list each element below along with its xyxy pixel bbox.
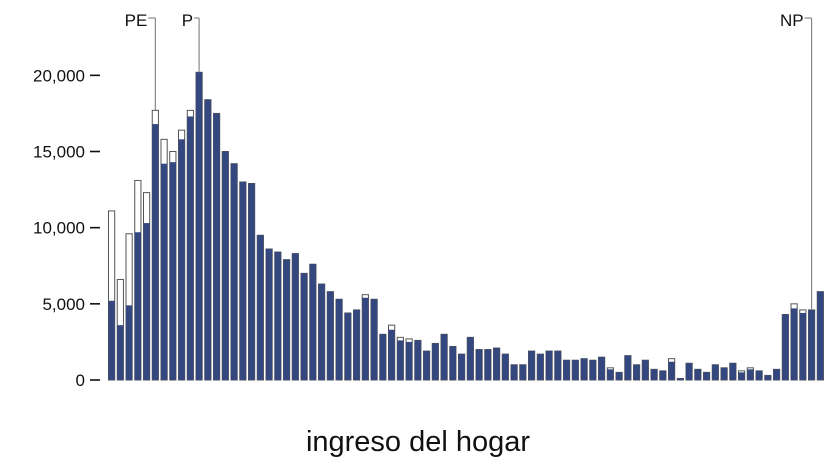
y-tick-label: 15,000 (33, 143, 85, 162)
data-bar (476, 349, 483, 380)
data-bar (519, 364, 526, 380)
data-bar (248, 183, 255, 380)
filled-bars (108, 72, 824, 381)
data-bar (441, 334, 448, 380)
data-bar (694, 369, 701, 380)
data-bar (204, 99, 211, 380)
data-bar (362, 297, 369, 380)
data-bar (458, 354, 465, 380)
data-bar (292, 253, 299, 380)
marker-label: PE (125, 11, 148, 30)
data-bar (729, 363, 736, 380)
data-bar (782, 314, 789, 380)
data-bar (196, 72, 203, 381)
data-bar (484, 349, 491, 380)
data-bar (598, 357, 605, 380)
data-bar (239, 181, 246, 380)
threshold-markers: PE P NP (125, 11, 813, 310)
y-tick-label: 10,000 (33, 219, 85, 238)
data-bar (511, 364, 518, 380)
data-bar (126, 305, 133, 380)
data-bar (371, 299, 378, 380)
data-bar (817, 291, 824, 380)
data-bar (187, 116, 194, 380)
data-bar (169, 162, 176, 380)
data-bar (397, 340, 404, 380)
data-bar (633, 364, 640, 380)
data-bar (616, 372, 623, 380)
data-bar (747, 369, 754, 380)
data-bar (353, 309, 360, 380)
data-bar (388, 329, 395, 380)
data-bar (773, 369, 780, 380)
data-bar (799, 312, 806, 380)
data-bar (677, 378, 684, 380)
data-bar (117, 325, 124, 380)
data-bar (283, 259, 290, 380)
data-bar (738, 372, 745, 380)
data-bar (572, 360, 579, 380)
y-axis: 0 5,000 10,000 15,000 20,000 (33, 66, 100, 390)
data-bar (642, 360, 649, 380)
data-bar (266, 248, 273, 380)
data-bar (231, 163, 238, 380)
data-bar (257, 235, 264, 380)
data-bar (432, 343, 439, 380)
data-bar (668, 361, 675, 380)
y-tick-label: 5,000 (42, 295, 85, 314)
data-bar (607, 369, 614, 380)
data-bar (528, 351, 535, 380)
data-bar (318, 284, 325, 380)
data-bar (493, 348, 500, 380)
data-bar (764, 375, 771, 380)
data-bar (309, 264, 316, 380)
data-bar (108, 300, 115, 380)
data-bar (659, 370, 666, 380)
data-bar (703, 372, 710, 380)
data-bar (537, 354, 544, 380)
data-bar (274, 252, 281, 380)
data-bar (423, 351, 430, 380)
data-bar (791, 308, 798, 380)
data-bar (406, 341, 413, 380)
y-tick-label: 0 (76, 371, 85, 390)
data-bar (808, 309, 815, 380)
data-bar (624, 355, 631, 380)
data-bar (379, 334, 386, 380)
data-bar (686, 363, 693, 380)
data-bar (178, 139, 185, 380)
data-bar (143, 223, 150, 380)
data-bar (161, 163, 168, 380)
data-bar (134, 232, 141, 380)
data-bar (581, 358, 588, 380)
y-tick-label: 20,000 (33, 66, 85, 85)
data-bar (721, 367, 728, 380)
data-bar (651, 369, 658, 380)
data-bar (546, 351, 553, 380)
data-bar (152, 124, 159, 380)
data-bar (222, 151, 229, 380)
data-bar (301, 273, 308, 380)
marker-label: P (182, 11, 193, 30)
data-bar (563, 360, 570, 380)
data-bar (756, 370, 763, 380)
data-bar (213, 113, 220, 381)
data-bar (712, 364, 719, 380)
x-axis-label: ingreso del hogar (306, 426, 530, 458)
data-bar (449, 346, 456, 380)
data-bar (502, 354, 509, 380)
data-bar (414, 340, 421, 380)
data-bar (344, 312, 351, 380)
data-bar (554, 351, 561, 380)
data-bar (589, 360, 596, 380)
data-bar (467, 337, 474, 380)
data-bar (327, 291, 334, 380)
marker-label: NP (780, 11, 804, 30)
data-bar (336, 299, 343, 380)
